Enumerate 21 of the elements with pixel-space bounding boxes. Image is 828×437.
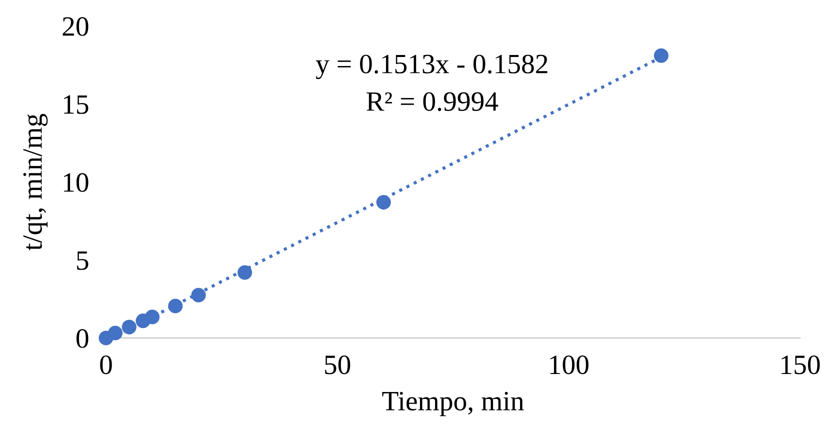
point [191,288,206,302]
y-tick-label: 5 [77,251,88,270]
x-tick-label: 0 [100,355,112,374]
y-tick-label: 10 [64,173,88,192]
annotation: y = 0.1513x - 0.1582 [316,54,548,80]
point [108,326,123,340]
y-tick-label: 0 [76,329,88,348]
point [654,48,668,63]
point [168,298,183,314]
x-tick-label: 150 [782,355,820,374]
point [144,310,160,324]
y-axis-title: t/qt, min/mg [23,114,48,250]
y-tick-label: 20 [62,17,88,36]
annotation: R² = 0.9994 [366,92,498,112]
y-tick-label: 15 [64,95,88,114]
point [376,194,391,210]
x-tick-label: 50 [325,355,350,374]
point [238,265,252,280]
x-tick-label: 100 [550,355,588,374]
x-axis-title: Tiempo, min [382,392,524,416]
point [122,320,136,334]
